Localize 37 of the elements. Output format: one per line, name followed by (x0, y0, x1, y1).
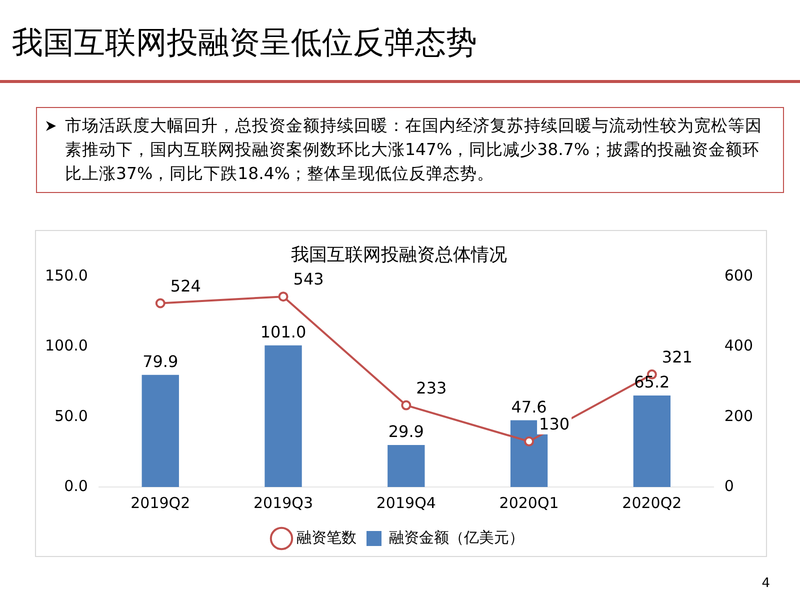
legend-label: 融资笔数 (296, 528, 356, 546)
x-tick-label: 2019Q2 (130, 494, 190, 512)
bar (633, 396, 671, 487)
data-label: 101.0 (260, 322, 306, 342)
text: 市场活跃度大幅回升，总投资金额持续回暖：在国内经济复苏持续回暖与流动性较为宽松等因素推动下，国内互联网投融资案例数环比大涨147%，同比减少38.7%；披露的投融资金额环比上涨37%，同比下跌18.4%；整体呈现低位反弹态势。 (65, 116, 762, 183)
x-tick-label: 2019Q4 (376, 494, 436, 512)
y2-tick-label: 200 (724, 406, 754, 425)
data-label: 65.2 (634, 372, 670, 392)
y-tick-label: 100.0 (44, 336, 88, 355)
bar (264, 345, 302, 487)
legend-label: 融资金额（亿美元） (389, 528, 524, 546)
data-label: 321 (662, 348, 692, 367)
data-label: 543 (293, 270, 324, 289)
bar (142, 374, 179, 487)
data-label: 47.6 (511, 397, 547, 416)
point (401, 400, 412, 410)
text: 4 (762, 576, 770, 591)
y-tick-label: 0.0 (64, 476, 88, 495)
data-label: 79.9 (142, 352, 178, 372)
point (524, 436, 534, 446)
data-label: 130 (539, 414, 570, 434)
point (278, 292, 288, 302)
y-tick-label: 50.0 (54, 406, 88, 425)
data-label: 524 (170, 276, 201, 296)
y2-tick-label: 0 (724, 476, 734, 495)
chart-subtitle: 我国互联网投融资总体情况 (291, 244, 507, 266)
y2-tick-label: 400 (724, 336, 754, 355)
x-tick-label: 2020Q2 (622, 494, 682, 512)
bar (388, 445, 425, 487)
data-label: 29.9 (388, 422, 424, 442)
chart-title: 我国互联网投融资呈低位反弹态势 (12, 24, 477, 63)
point (155, 298, 166, 308)
y2-tick-label: 600 (724, 266, 754, 284)
x-tick-label: 2020Q1 (499, 494, 559, 512)
x-tick-label: 2019Q3 (254, 494, 314, 512)
data-label: 233 (416, 378, 447, 398)
y-tick-label: 150.0 (44, 266, 88, 284)
